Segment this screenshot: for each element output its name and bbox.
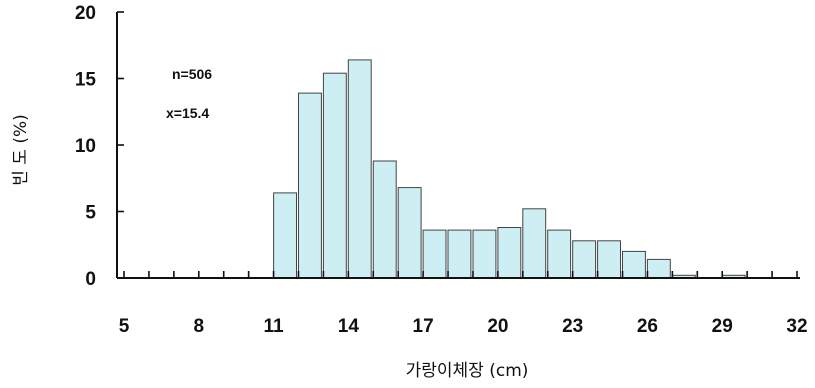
bar-21 (522, 208, 547, 279)
bar-group (273, 59, 746, 279)
y-tick-label: 15 (75, 70, 97, 91)
y-tick-label: 0 (85, 269, 96, 290)
bar-25 (622, 250, 646, 279)
x-tick-label: 11 (264, 316, 285, 337)
x-tick-label: 20 (487, 316, 508, 337)
x-tick-label: 8 (193, 316, 204, 337)
y-tick-group: 0 5 10 15 20 (75, 3, 124, 290)
annotation-n: n=506 (172, 66, 212, 82)
bar-13 (322, 72, 347, 279)
x-tick-label: 23 (562, 316, 583, 337)
x-tick-label: 5 (119, 316, 130, 337)
bar-26 (646, 258, 671, 279)
bar-23 (572, 240, 597, 279)
x-tick-label: 32 (786, 316, 807, 337)
y-tick-label: 5 (85, 203, 96, 224)
bar-22 (547, 229, 572, 279)
bar-16 (397, 187, 422, 279)
x-tick-label: 26 (637, 316, 658, 337)
bar-15 (372, 160, 397, 279)
bar-18 (447, 229, 472, 279)
x-tick-label: 17 (413, 316, 434, 337)
bar-14 (347, 59, 372, 279)
bar-11 (273, 192, 298, 279)
x-axis-title: 가랑이체장 (cm) (406, 361, 529, 381)
bar-20 (497, 227, 522, 279)
bar-24 (597, 240, 621, 279)
x-tick-label: 14 (338, 316, 360, 337)
x-tick-label: 29 (712, 316, 733, 337)
y-tick-label: 20 (75, 3, 96, 24)
annotation-mean: x=15.4 (166, 105, 209, 121)
y-tick-label: 10 (75, 136, 96, 157)
bar-12 (298, 92, 322, 279)
bar-19 (472, 229, 497, 279)
x-tick-group: 5 8 11 14 17 20 23 26 29 32 (119, 271, 808, 337)
bar-17 (422, 229, 447, 279)
y-axis-title: 빈 도 (%) (11, 114, 31, 186)
